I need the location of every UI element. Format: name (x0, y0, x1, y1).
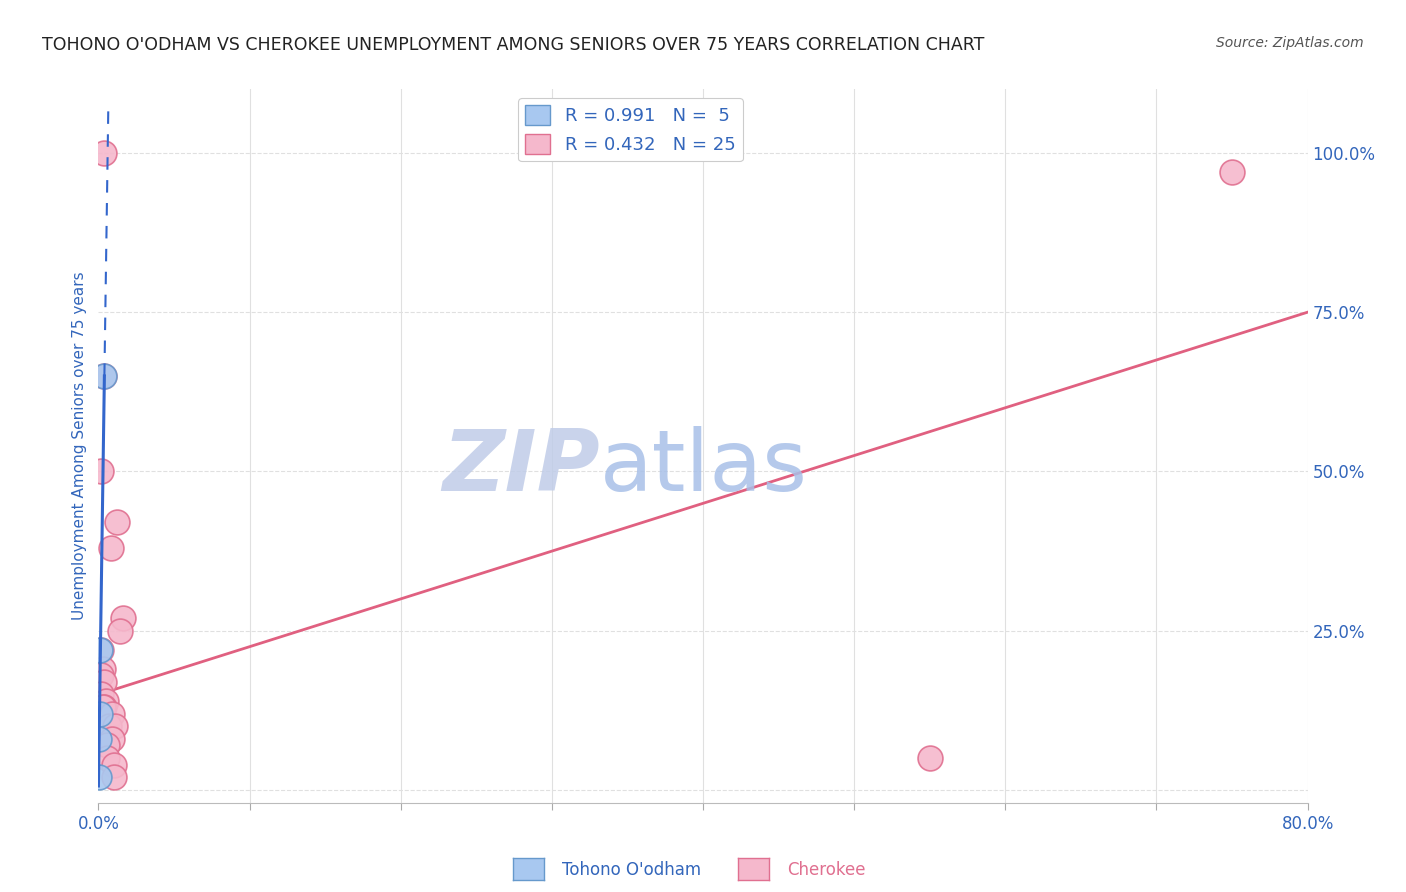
Point (91, 700, 114, 714)
Text: atlas: atlas (600, 425, 808, 509)
Point (96, 751, 118, 765)
Point (90, 668, 112, 682)
Point (1220, 165, 1243, 179)
Point (90, 688, 112, 702)
Legend: R = 0.991   N =  5, R = 0.432   N = 25: R = 0.991 N = 5, R = 0.432 N = 25 (517, 98, 742, 161)
Text: Tohono O'odham: Tohono O'odham (562, 861, 702, 879)
Point (101, 732, 124, 747)
Point (90, 643, 112, 657)
Point (96, 739, 118, 753)
Point (103, 770, 125, 784)
Y-axis label: Unemployment Among Seniors over 75 years: Unemployment Among Seniors over 75 years (72, 272, 87, 620)
Point (87, 770, 110, 784)
Point (93, 368, 115, 383)
Text: Cherokee: Cherokee (787, 861, 866, 879)
Point (93, 700, 115, 714)
Text: Source: ZipAtlas.com: Source: ZipAtlas.com (1216, 36, 1364, 50)
Point (108, 624, 131, 638)
Point (100, 541, 122, 555)
Point (98, 719, 121, 733)
Point (101, 706, 124, 721)
Point (91, 662, 114, 676)
Text: TOHONO O'ODHAM VS CHEROKEE UNEMPLOYMENT AMONG SENIORS OVER 75 YEARS CORRELATION : TOHONO O'ODHAM VS CHEROKEE UNEMPLOYMENT … (42, 36, 984, 54)
Point (111, 611, 134, 625)
Text: ZIP: ZIP (443, 425, 600, 509)
Point (94, 694, 117, 708)
Point (93, 145, 115, 160)
Point (93, 674, 115, 689)
Point (93, 368, 115, 383)
Point (918, 751, 941, 765)
Point (90, 465, 112, 479)
Point (89, 732, 111, 747)
Point (103, 757, 125, 772)
Point (89, 643, 111, 657)
Point (89, 706, 111, 721)
Point (104, 719, 127, 733)
Point (105, 516, 128, 530)
